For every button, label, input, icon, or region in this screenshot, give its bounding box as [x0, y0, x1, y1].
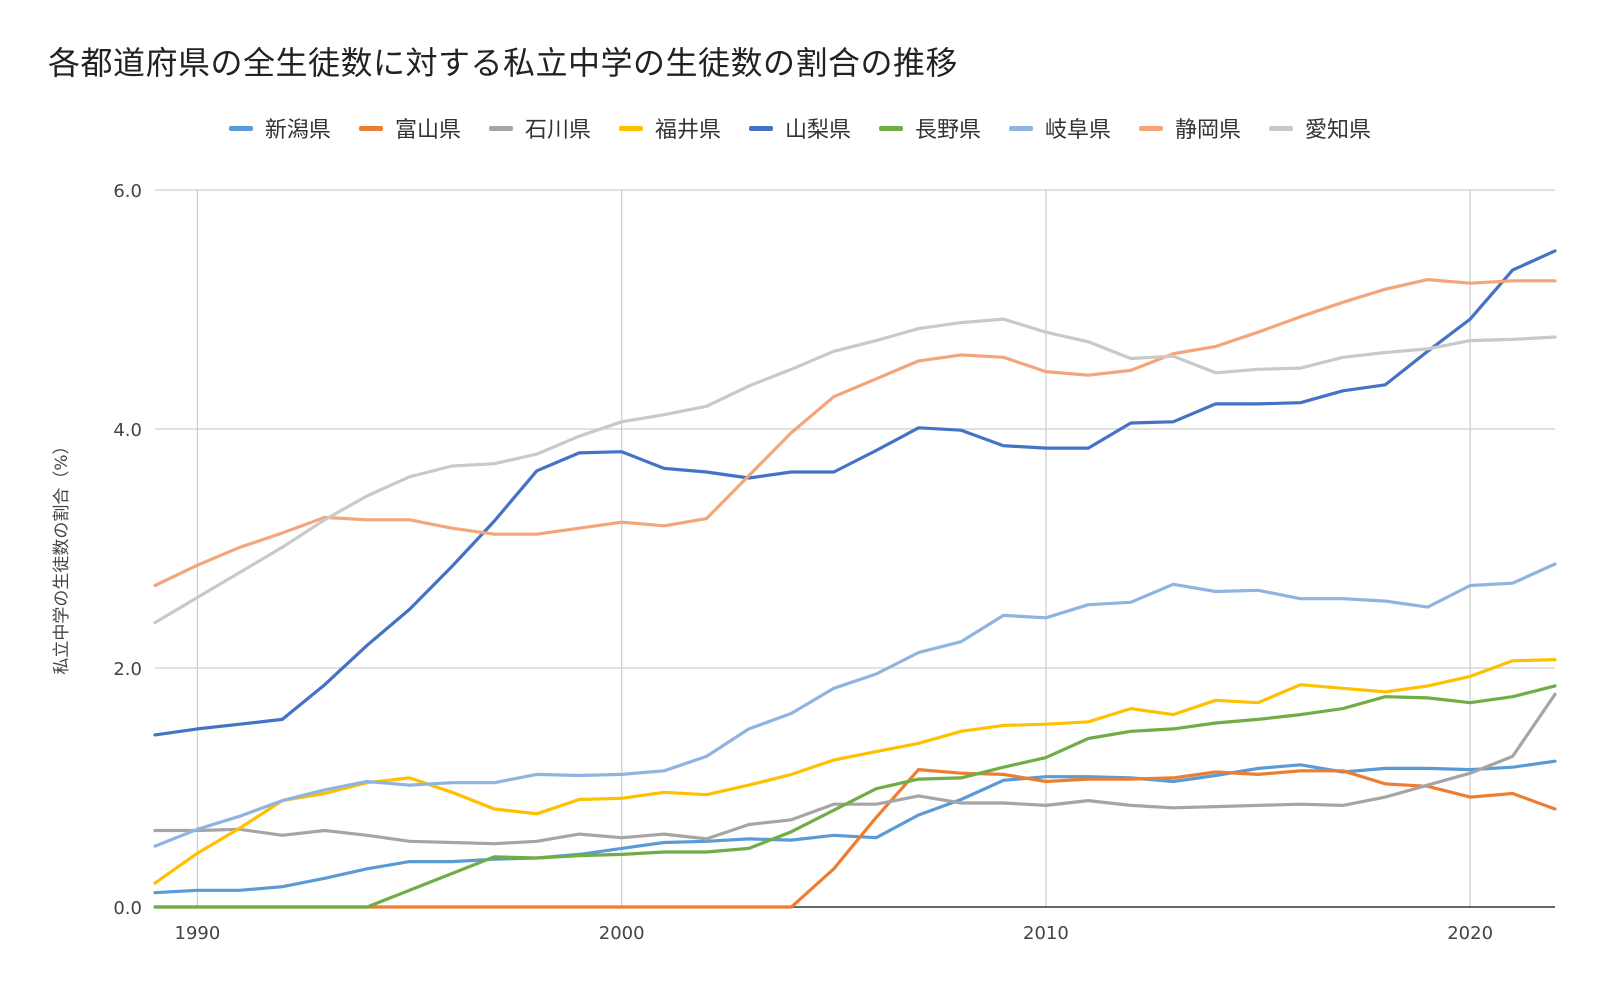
- x-tick-label: 2020: [1447, 923, 1493, 944]
- legend-label: 福井県: [654, 118, 721, 143]
- y-axis-title: 私立中学の生徒数の割合（%）: [52, 437, 72, 674]
- legend-swatch: [358, 125, 383, 131]
- chart-title: 各都道府県の全生徒数に対する私立中学の生徒数の割合の推移: [48, 44, 959, 82]
- legend-swatch: [488, 125, 513, 131]
- series-line-9: [153, 317, 1557, 625]
- legend-item: 愛知県: [1269, 112, 1371, 144]
- legend-label: 静岡県: [1175, 118, 1242, 143]
- series-line-6: [153, 684, 1557, 909]
- series-line-8: [153, 278, 1557, 588]
- series-line-5: [153, 249, 1557, 737]
- legend-item: 岐阜県: [1009, 112, 1111, 144]
- x-tick-label: 1990: [175, 923, 221, 944]
- series-line-7: [153, 562, 1557, 848]
- x-tick-label: 2000: [599, 923, 645, 944]
- legend-item: 新潟県: [228, 112, 331, 144]
- grid-lines: [155, 189, 1555, 907]
- series-line-2: [153, 767, 1557, 909]
- legend-swatch: [228, 125, 253, 131]
- legend-swatch: [1139, 125, 1164, 131]
- legend: 新潟県 富山県 石川県 福井県 山梨県 長野県 岐阜県 静岡県 愛知県: [0, 112, 1600, 144]
- legend-label: 長野県: [915, 118, 982, 143]
- legend-label: 新潟県: [264, 118, 331, 143]
- x-tick-label: 2010: [1023, 923, 1069, 944]
- legend-swatch: [879, 125, 903, 131]
- y-tick-label: 6.0: [113, 181, 142, 202]
- legend-swatch: [748, 125, 773, 131]
- series-lines: [153, 249, 1557, 909]
- legend-swatch: [1269, 125, 1294, 131]
- legend-item: 富山県: [358, 112, 461, 144]
- legend-item: 静岡県: [1139, 112, 1241, 144]
- series-line-4: [153, 657, 1557, 885]
- legend-label: 石川県: [524, 118, 591, 143]
- legend-item: 石川県: [488, 112, 591, 144]
- y-tick-label: 2.0: [113, 659, 142, 680]
- series-line-1: [153, 759, 1557, 895]
- y-tick-label: 0.0: [113, 898, 142, 919]
- legend-item: 福井県: [618, 112, 721, 144]
- legend-label: 愛知県: [1305, 118, 1372, 143]
- legend-item: 長野県: [879, 112, 981, 144]
- legend-label: 富山県: [394, 118, 461, 143]
- legend-label: 岐阜県: [1045, 118, 1112, 143]
- legend-item: 山梨県: [748, 112, 851, 144]
- series-line-3: [153, 692, 1557, 846]
- y-tick-label: 4.0: [113, 420, 142, 441]
- legend-swatch: [618, 125, 643, 131]
- legend-label: 山梨県: [784, 118, 851, 143]
- legend-swatch: [1009, 125, 1034, 131]
